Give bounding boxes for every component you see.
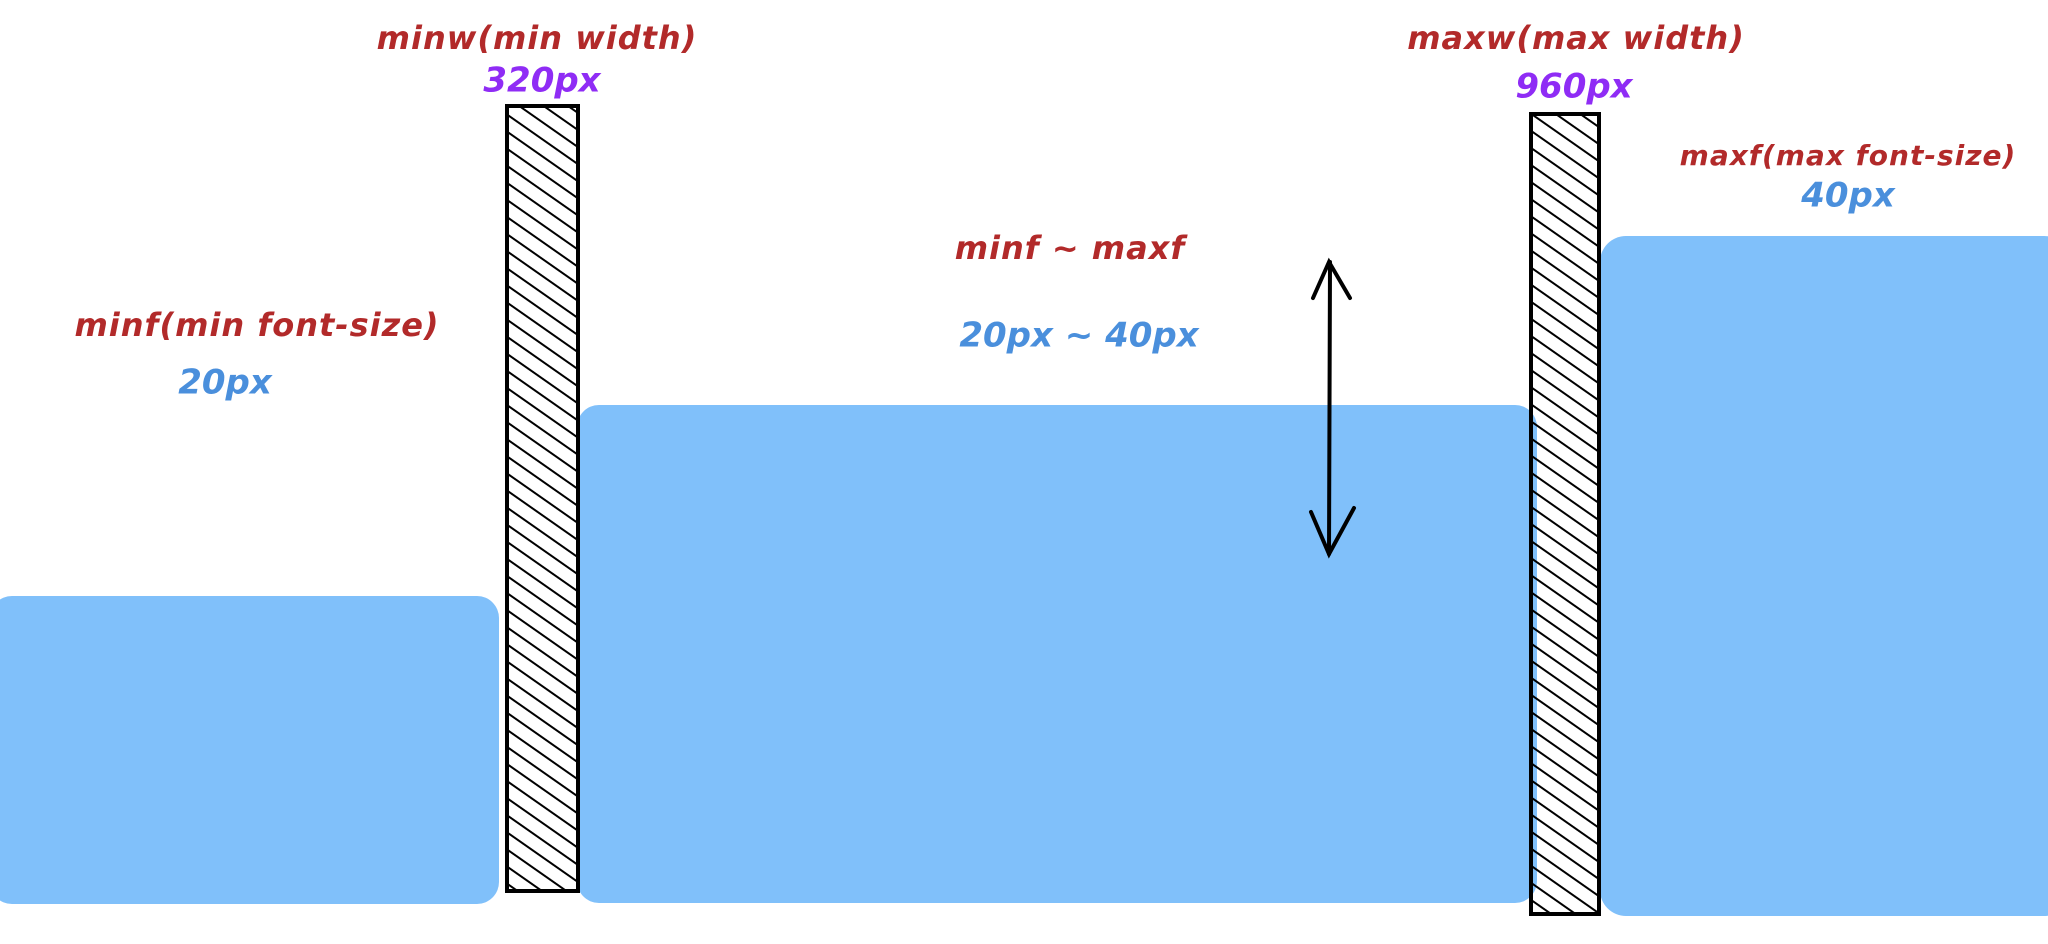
max-width-bar (1529, 112, 1601, 916)
small-screen-block (0, 596, 499, 904)
breakpoints (505, 104, 1601, 916)
max-width-value: 960px (1515, 67, 1633, 107)
min-width-value: 320px (483, 61, 601, 101)
range-label: minf ~ maxf (955, 229, 1189, 267)
max-font-label: maxf(max font-size) (1680, 139, 2017, 172)
blocks (0, 236, 2048, 916)
arrow-head-down (1309, 506, 1356, 559)
min-font-label: minf(min font-size) (74, 306, 439, 344)
large-screen-block (1600, 236, 2048, 916)
arrow-shaft (1327, 260, 1332, 556)
min-font-value: 20px (178, 363, 273, 403)
min-width-label: minw(min width) (377, 19, 698, 57)
range-value: 20px ~ 40px (959, 316, 1199, 356)
arrow-head-up (1311, 257, 1352, 300)
min-width-bar (505, 104, 580, 893)
mid-screen-block (577, 405, 1537, 903)
max-font-value: 40px (1800, 176, 1896, 216)
double-arrow (1309, 257, 1356, 559)
max-width-label: maxw(max width) (1407, 19, 1745, 57)
